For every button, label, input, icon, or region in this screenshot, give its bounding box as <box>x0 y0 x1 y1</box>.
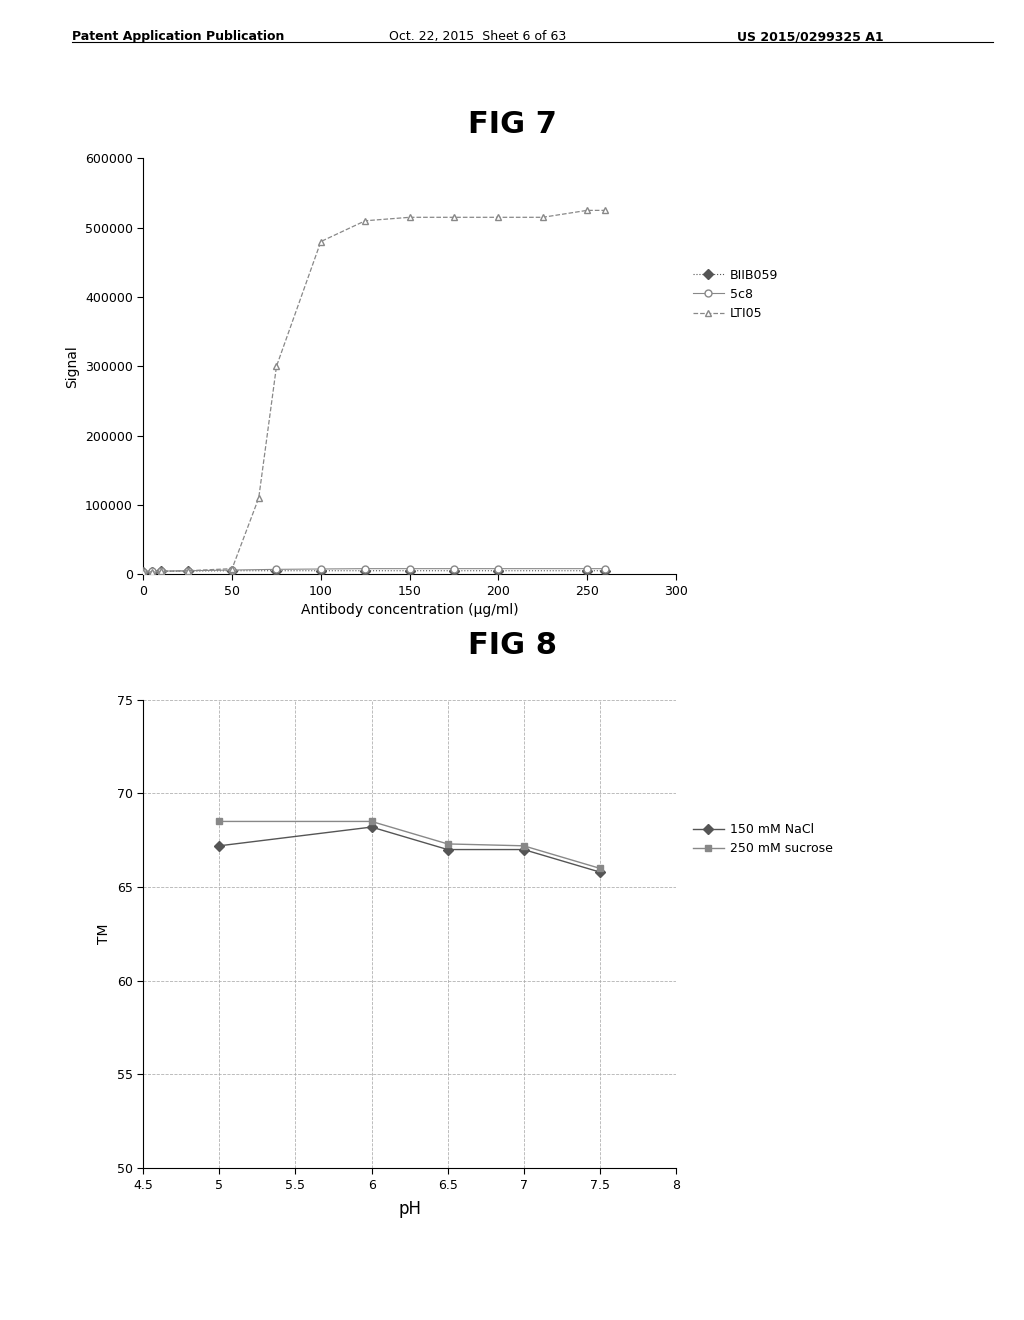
5c8 <box>137 564 150 579</box>
LTI05 <box>581 202 593 218</box>
BIIB059 <box>137 564 150 579</box>
LTI05 <box>226 561 239 577</box>
LTI05 <box>270 359 283 375</box>
Text: FIG 8: FIG 8 <box>468 631 556 660</box>
BIIB059 <box>403 562 416 578</box>
5c8 <box>181 562 194 578</box>
Text: FIG 7: FIG 7 <box>468 110 556 139</box>
Line: LTI05: LTI05 <box>140 207 608 576</box>
5c8 <box>146 564 159 579</box>
250 mM sucrose <box>441 836 454 851</box>
LTI05 <box>447 210 460 226</box>
5c8 <box>493 561 505 577</box>
Line: BIIB059: BIIB059 <box>140 568 608 576</box>
BIIB059 <box>359 562 372 578</box>
Line: 5c8: 5c8 <box>140 565 608 576</box>
Text: Patent Application Publication: Patent Application Publication <box>72 30 284 44</box>
X-axis label: pH: pH <box>398 1200 421 1218</box>
LTI05 <box>181 562 194 578</box>
Legend: 150 mM NaCl, 250 mM sucrose: 150 mM NaCl, 250 mM sucrose <box>693 822 834 855</box>
Line: 250 mM sucrose: 250 mM sucrose <box>216 818 603 871</box>
Y-axis label: TM: TM <box>97 924 112 944</box>
5c8 <box>447 561 460 577</box>
5c8 <box>599 561 611 577</box>
250 mM sucrose <box>517 838 529 854</box>
Line: 150 mM NaCl: 150 mM NaCl <box>216 824 603 875</box>
LTI05 <box>359 213 372 228</box>
LTI05 <box>146 564 159 579</box>
Legend: BIIB059, 5c8, LTI05: BIIB059, 5c8, LTI05 <box>693 268 778 321</box>
LTI05 <box>403 210 416 226</box>
250 mM sucrose <box>213 813 225 829</box>
250 mM sucrose <box>366 813 378 829</box>
BIIB059 <box>314 562 327 578</box>
150 mM NaCl <box>441 842 454 858</box>
BIIB059 <box>493 562 505 578</box>
5c8 <box>314 561 327 577</box>
LTI05 <box>314 234 327 249</box>
BIIB059 <box>447 562 460 578</box>
BIIB059 <box>226 562 239 578</box>
BIIB059 <box>581 562 593 578</box>
Y-axis label: Signal: Signal <box>66 345 80 388</box>
Text: Oct. 22, 2015  Sheet 6 of 63: Oct. 22, 2015 Sheet 6 of 63 <box>389 30 566 44</box>
5c8 <box>581 561 593 577</box>
LTI05 <box>537 210 549 226</box>
5c8 <box>403 561 416 577</box>
150 mM NaCl <box>517 842 529 858</box>
5c8 <box>359 561 372 577</box>
5c8 <box>155 564 167 579</box>
LTI05 <box>599 202 611 218</box>
BIIB059 <box>270 562 283 578</box>
Text: US 2015/0299325 A1: US 2015/0299325 A1 <box>737 30 884 44</box>
150 mM NaCl <box>213 838 225 854</box>
BIIB059 <box>181 564 194 579</box>
BIIB059 <box>599 562 611 578</box>
LTI05 <box>155 564 167 579</box>
LTI05 <box>253 490 265 506</box>
150 mM NaCl <box>366 820 378 836</box>
150 mM NaCl <box>594 865 606 880</box>
X-axis label: Antibody concentration (μg/ml): Antibody concentration (μg/ml) <box>301 603 518 618</box>
5c8 <box>226 562 239 578</box>
BIIB059 <box>146 564 159 579</box>
LTI05 <box>137 564 150 579</box>
250 mM sucrose <box>594 861 606 876</box>
5c8 <box>270 561 283 577</box>
LTI05 <box>493 210 505 226</box>
BIIB059 <box>155 564 167 579</box>
